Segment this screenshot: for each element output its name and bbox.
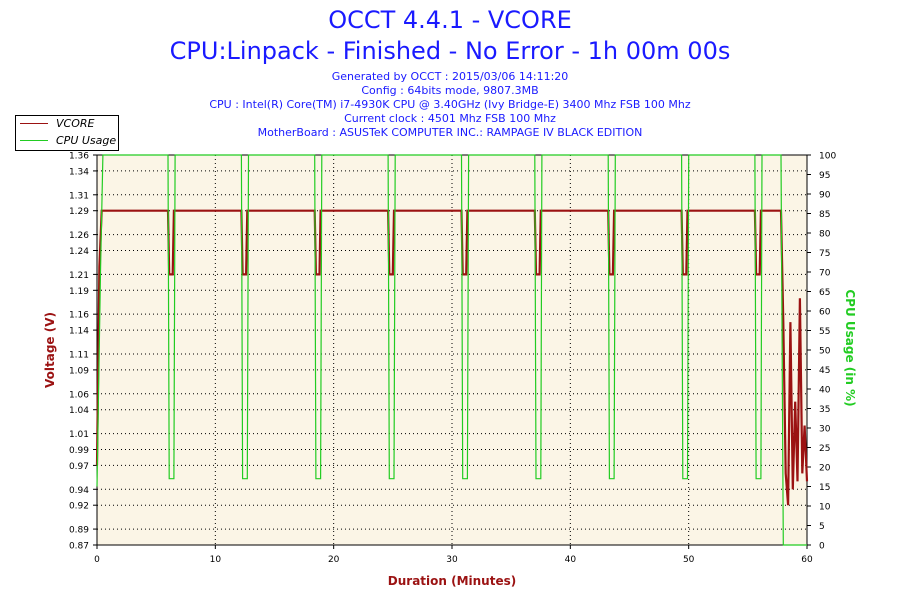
left-tick-label: 1.01 [69, 430, 89, 440]
x-tick-label: 30 [446, 555, 458, 565]
right-tick-label: 90 [819, 191, 831, 201]
legend-label-vcore: VCORE [56, 117, 95, 130]
right-tick-label: 35 [819, 405, 830, 415]
left-axis-ticks: 0.87 0.89 0.92 0.94 0.97 0.99 1.01 1.04 1.06 1.09… [69, 152, 97, 552]
right-tick-label: 10 [819, 503, 831, 513]
motherboard-info: MotherBoard : ASUSTeK COMPUTER INC.: RAM… [257, 126, 643, 139]
right-tick-label: 20 [819, 464, 831, 474]
x-tick-label: 50 [683, 555, 695, 565]
right-tick-label: 60 [819, 308, 831, 318]
config-info: Config : 64bits mode, 9807.3MB [361, 84, 539, 97]
x-tick-label: 60 [801, 555, 813, 565]
left-tick-label: 1.09 [69, 366, 89, 376]
right-tick-label: 75 [819, 249, 830, 259]
x-tick-label: 10 [210, 555, 222, 565]
left-tick-label: 1.16 [69, 311, 89, 321]
left-tick-label: 1.26 [69, 231, 89, 241]
left-tick-label: 1.36 [69, 152, 89, 162]
legend-label-cpu-usage: CPU Usage [56, 134, 117, 147]
x-tick-label: 0 [94, 555, 100, 565]
right-tick-label: 85 [819, 210, 830, 220]
clock-info: Current clock : 4501 Mhz FSB 100 Mhz [344, 112, 556, 125]
right-tick-label: 50 [819, 347, 831, 357]
right-tick-label: 25 [819, 444, 830, 454]
series-layer [95, 154, 809, 546]
left-tick-label: 0.99 [69, 446, 89, 456]
right-tick-label: 100 [819, 152, 836, 162]
left-tick-label: 0.94 [69, 486, 89, 496]
generated-info: Generated by OCCT : 2015/03/06 14:11:20 [331, 70, 569, 83]
chart-legend: VCORE CPU Usage [15, 115, 119, 151]
y-axis-label-left: Voltage (V) [43, 312, 57, 388]
right-tick-label: 70 [819, 269, 831, 279]
x-tick-label: 40 [565, 555, 577, 565]
left-tick-label: 1.21 [69, 271, 89, 281]
chart-title: OCCT 4.4.1 - VCORE [328, 6, 572, 34]
cpu-info: CPU : Intel(R) Core(TM) i7-4930K CPU @ 3… [209, 98, 691, 111]
right-tick-label: 80 [819, 230, 831, 240]
left-tick-label: 1.34 [69, 167, 89, 177]
left-tick-label: 1.06 [69, 390, 89, 400]
right-tick-label: 30 [819, 425, 831, 435]
plot-area [96, 154, 808, 546]
right-tick-label: 95 [819, 171, 830, 181]
x-axis-label: Duration (Minutes) [388, 574, 516, 588]
x-tick-label: 20 [328, 555, 340, 565]
left-tick-label: 1.19 [69, 287, 89, 297]
x-axis-ticks: 0 10 20 30 40 50 60 [94, 545, 813, 565]
right-tick-label: 40 [819, 386, 831, 396]
left-tick-label: 1.24 [69, 247, 89, 257]
left-tick-label: 1.04 [69, 406, 89, 416]
right-tick-label: 0 [819, 542, 825, 552]
legend-swatch-vcore [20, 123, 48, 124]
right-tick-label: 45 [819, 366, 830, 376]
right-tick-label: 5 [819, 522, 825, 532]
left-tick-label: 1.31 [69, 191, 89, 201]
left-tick-label: 0.97 [69, 462, 89, 472]
right-axis-ticks: 0 5 10 15 20 25 30 35 40 45 50 55 60 65 70 75 80 85 90 95 10… [807, 152, 836, 552]
right-tick-label: 55 [819, 327, 830, 337]
series-line-vcore [95, 209, 809, 506]
y-axis-label-right: CPU Usage (in %) [843, 289, 857, 406]
left-tick-label: 0.92 [69, 502, 89, 512]
legend-swatch-cpu-usage [20, 140, 48, 141]
left-tick-label: 0.87 [69, 542, 89, 552]
right-tick-label: 15 [819, 483, 830, 493]
series-line-cpu-usage [96, 154, 807, 546]
left-tick-label: 1.29 [69, 207, 89, 217]
right-tick-label: 65 [819, 288, 830, 298]
left-tick-label: 0.89 [69, 526, 89, 536]
left-tick-label: 1.14 [69, 327, 89, 337]
chart-subtitle: CPU:Linpack - Finished - No Error - 1h 0… [169, 37, 731, 65]
left-tick-label: 1.11 [69, 350, 89, 360]
